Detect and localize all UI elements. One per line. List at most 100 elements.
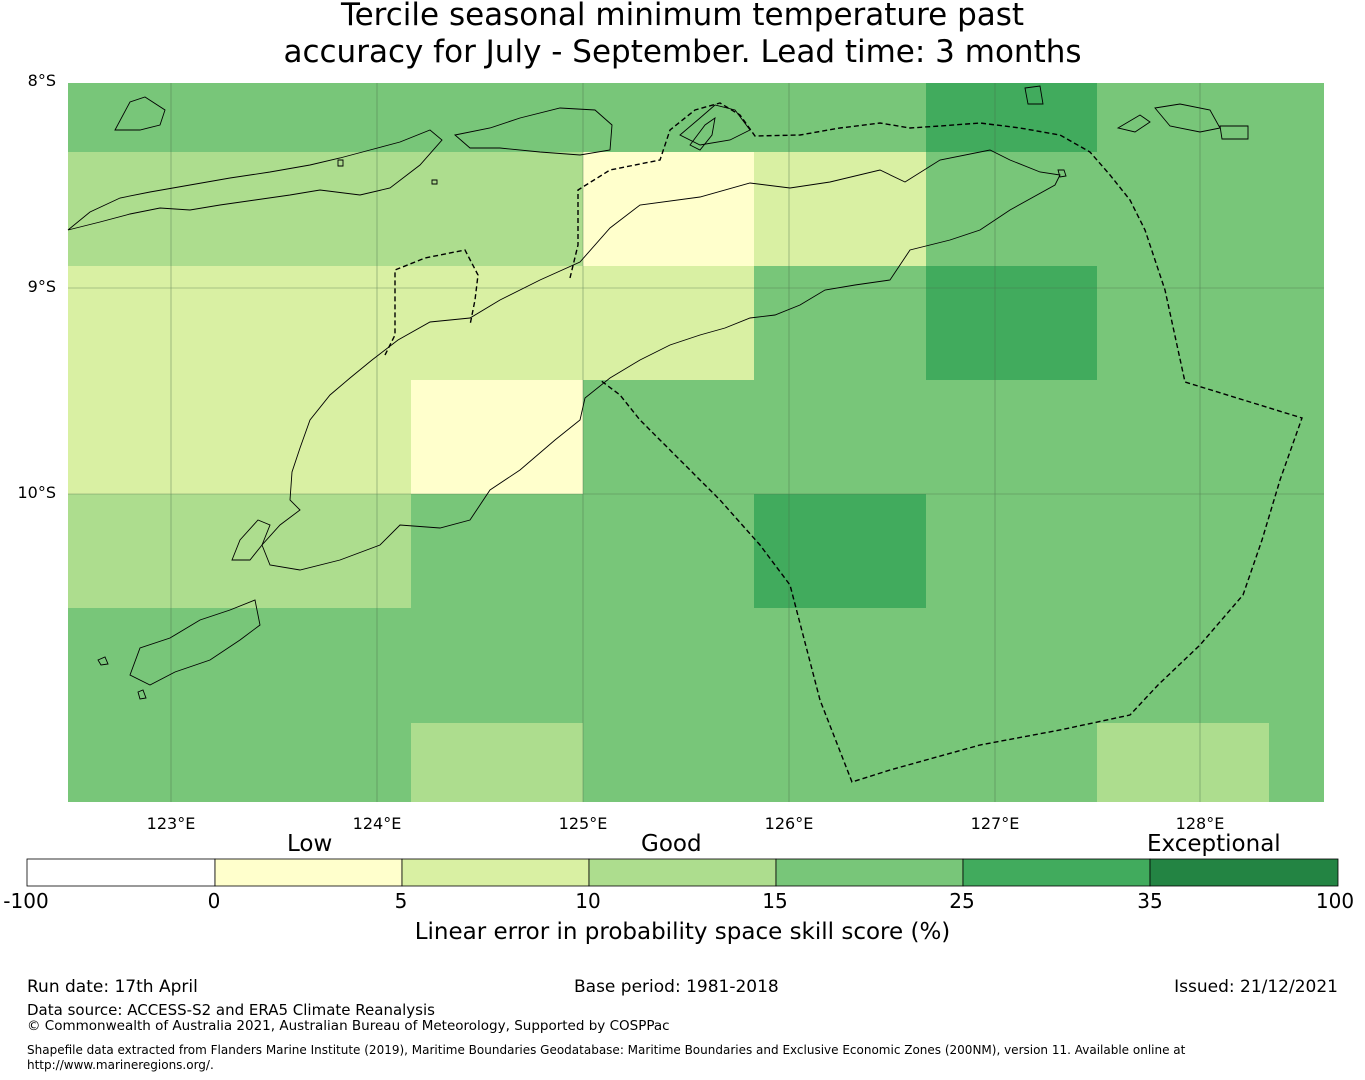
small-island-coastline — [97, 656, 109, 666]
category-low: Low — [287, 831, 333, 857]
grid-cell — [411, 266, 583, 380]
grid-cell — [583, 380, 754, 494]
grid-cell — [754, 152, 926, 266]
small-island-coastline — [337, 159, 344, 167]
grid-cell — [1269, 608, 1324, 723]
colorbar-segment — [401, 858, 590, 887]
lat-label-8s: 8°S — [27, 71, 56, 90]
lat-label-10s: 10°S — [17, 483, 56, 502]
category-exceptional: Exceptional — [1147, 831, 1281, 857]
grid-cell — [411, 380, 583, 494]
oecusse-boundary — [384, 249, 479, 356]
grid-cell — [583, 266, 754, 380]
small-island-coastline — [137, 689, 147, 700]
lon-label-127e: 127°E — [970, 814, 1020, 833]
grid-cell — [1269, 494, 1324, 608]
run-date: Run date: 17th April — [27, 977, 198, 997]
moa-coastline — [1219, 125, 1249, 140]
grid-cell — [754, 608, 926, 723]
grid-cell — [240, 723, 411, 802]
shapefile-credit: Shapefile data extracted from Flanders M… — [27, 1043, 1186, 1057]
title-line-2: accuracy for July - September. Lead time… — [283, 34, 1082, 70]
sawu-island-coastline — [129, 599, 261, 686]
grid-cell — [1097, 266, 1269, 380]
colorbar — [26, 858, 1339, 887]
grid-cell — [240, 608, 411, 723]
colorbar-segment — [962, 858, 1151, 887]
issued-date: Issued: 21/12/2021 — [1174, 977, 1338, 997]
colorbar-tick: 100 — [1315, 889, 1355, 913]
lon-label-123e: 123°E — [146, 814, 196, 833]
lembata-coastline — [114, 96, 166, 131]
grid-cell — [68, 723, 240, 802]
grid-cell — [583, 723, 754, 802]
lon-label-125e: 125°E — [558, 814, 608, 833]
coastlines — [67, 85, 1249, 700]
colorbar-tick: 35 — [1137, 889, 1163, 913]
grid-cell — [926, 380, 1097, 494]
grid-cell — [1097, 494, 1269, 608]
grid-cell — [926, 608, 1097, 723]
title-line-1: Tercile seasonal minimum temperature pas… — [340, 0, 1025, 33]
colorbar-tick: 0 — [207, 889, 221, 913]
base-period: Base period: 1981-2018 — [574, 977, 779, 997]
grid-cell — [411, 723, 583, 802]
grid-cell — [754, 494, 926, 608]
grid-cell — [1269, 83, 1324, 152]
grid-cell — [583, 83, 754, 152]
grid-cell — [926, 83, 1097, 152]
colorbar-title: Linear error in probability space skill … — [414, 919, 951, 945]
lon-label-128e: 128°E — [1175, 814, 1225, 833]
grid-cell — [926, 494, 1097, 608]
colorbar-segment — [26, 858, 216, 887]
grid-cell — [240, 266, 411, 380]
grid-cell — [68, 494, 240, 608]
grid-cell — [754, 83, 926, 152]
colorbar-tick: 15 — [762, 889, 788, 913]
colorbar-tick: 25 — [949, 889, 975, 913]
maritime-boundaries — [384, 102, 1303, 783]
map-title: Tercile seasonal minimum temperature pas… — [0, 0, 1365, 71]
grid-cell — [1269, 152, 1324, 266]
colorbar-tick: 5 — [394, 889, 408, 913]
grid-cell — [1097, 608, 1269, 723]
grid-cell — [1097, 83, 1269, 152]
small-island-coastline — [1057, 169, 1067, 178]
lon-label-124e: 124°E — [352, 814, 402, 833]
shapefile-url: http://www.marineregions.org/. — [27, 1058, 214, 1072]
grid-cell — [583, 494, 754, 608]
kisar-coastline — [1116, 114, 1151, 133]
grid-cell — [68, 266, 240, 380]
grid-cell — [411, 494, 583, 608]
grid-cell — [754, 266, 926, 380]
grid-cell — [1097, 152, 1269, 266]
colorbar-tick: 10 — [575, 889, 601, 913]
grid-cell — [411, 83, 583, 152]
grid-cell — [754, 380, 926, 494]
grid-cell — [240, 380, 411, 494]
atauro-coastline — [689, 117, 716, 151]
colorbar-segment — [775, 858, 964, 887]
graticule — [68, 83, 1324, 802]
grid-cell — [583, 608, 754, 723]
grid-cell — [1097, 723, 1269, 802]
colorbar-segment — [214, 858, 403, 887]
skill-score-grid — [68, 83, 1324, 802]
flores-coastline — [67, 129, 443, 231]
lon-label-126e: 126°E — [764, 814, 814, 833]
romang-coastline — [1024, 85, 1044, 105]
grid-cell — [926, 266, 1097, 380]
grid-cell — [240, 494, 411, 608]
grid-cell — [1269, 723, 1324, 802]
timor-leste-eez-boundary — [569, 102, 1303, 783]
lat-label-9s: 9°S — [27, 277, 56, 296]
grid-cell — [926, 723, 1097, 802]
colorbar-segment — [1149, 858, 1339, 887]
rote-island-coastline — [231, 519, 271, 561]
colorbar-tick: -100 — [3, 889, 49, 913]
grid-cell — [68, 380, 240, 494]
grid-cell — [68, 608, 240, 723]
grid-cell — [1097, 380, 1269, 494]
grid-cell — [754, 723, 926, 802]
